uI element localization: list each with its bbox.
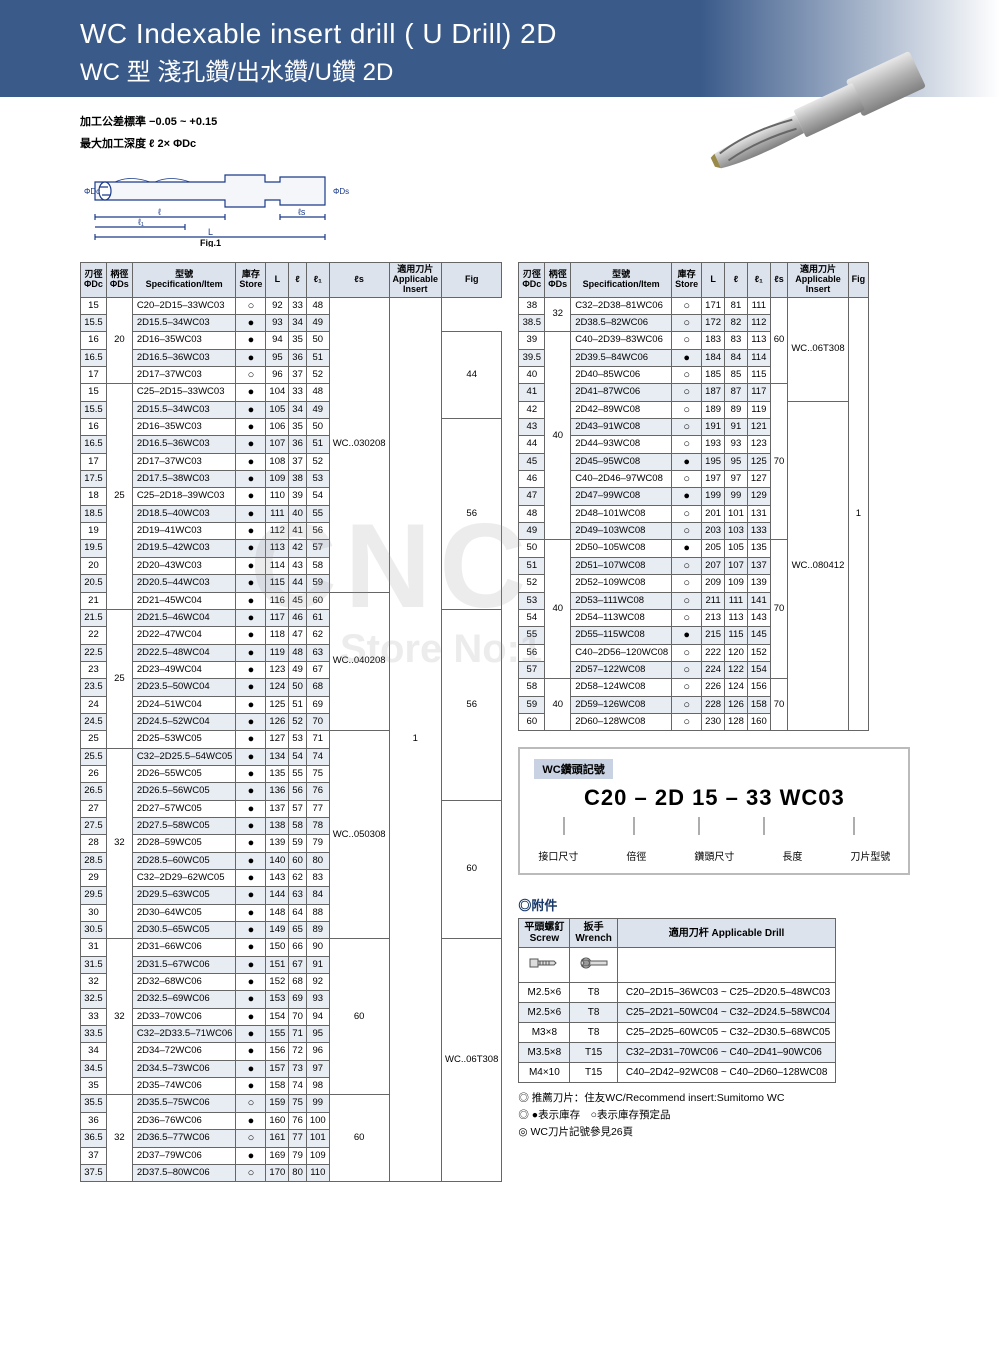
spec-table-2: 刃徑ΦDc柄徑ΦDs型號Specification/Item庫存StoreLℓℓ… bbox=[518, 262, 869, 731]
note-line: ◎ ●表示庫存 ○表示庫存預定品 bbox=[518, 1108, 910, 1124]
table-row: M2.5×6T8C20–2D15–36WC03 ~ C25–2D20.5–48W… bbox=[519, 983, 836, 1003]
spec-table-1: 刃徑ΦDc柄徑ΦDs型號Specification/Item庫存StoreLℓℓ… bbox=[80, 262, 502, 1182]
explain-title: WC鑽頭記號 bbox=[534, 759, 612, 779]
table-row: M3×8T8C25–2D25–60WC05 ~ C32–2D30.5–68WC0… bbox=[519, 1023, 836, 1043]
explain-label: 刀片型號 bbox=[850, 848, 890, 863]
col-header: ℓs bbox=[329, 263, 389, 298]
footer-notes: ◎ 推薦刀片：住友WC/Recommend insert:Sumitomo WC… bbox=[518, 1091, 910, 1140]
table-row: M4×10T15C40–2D42–92WC08 ~ C40–2D60–128WC… bbox=[519, 1063, 836, 1083]
col-header: ℓ₁ bbox=[747, 263, 770, 298]
col-header: 型號Specification/Item bbox=[132, 263, 236, 298]
table-row: 1520C20–2D15–33WC03923348WC..0302081 bbox=[81, 297, 502, 314]
col-header: L bbox=[266, 263, 289, 298]
code-explanation: WC鑽頭記號 C20 – 2D 15 – 33 WC03 接口尺寸 倍徑 鑽頭尺寸 長… bbox=[518, 747, 910, 875]
table-row: 3832C32–2D38–81WC061718111160WC..06T3081 bbox=[519, 297, 869, 314]
col-header: 平頭螺釘Screw bbox=[519, 919, 570, 948]
col-header: 適用刀杆 Applicable Drill bbox=[617, 919, 835, 948]
col-header: 扳手Wrench bbox=[570, 919, 618, 948]
content-area: CNC Store No:1 加工公差標準 −0.05 ~ +0.15 最大加工… bbox=[0, 97, 1000, 1212]
tolerance-line1: 加工公差標準 −0.05 ~ +0.15 bbox=[80, 113, 970, 129]
col-header: Fig bbox=[848, 263, 869, 298]
explain-label: 長度 bbox=[782, 848, 802, 863]
explain-code: C20 – 2D 15 – 33 WC03 bbox=[534, 785, 894, 811]
note-line: ◎ 推薦刀片：住友WC/Recommend insert:Sumitomo WC bbox=[518, 1091, 910, 1107]
wrench-icon bbox=[576, 951, 612, 975]
col-header: ℓs bbox=[770, 263, 788, 298]
svg-text:ℓ₁: ℓ₁ bbox=[138, 217, 144, 227]
col-header: L bbox=[702, 263, 725, 298]
explain-label: 鑽頭尺寸 bbox=[694, 848, 734, 863]
col-header: 型號Specification/Item bbox=[571, 263, 672, 298]
col-header: 刃徑ΦDc bbox=[81, 263, 107, 298]
col-header: Fig bbox=[442, 263, 502, 298]
col-header: 柄徑ΦDs bbox=[106, 263, 132, 298]
col-header: 庫存Store bbox=[672, 263, 702, 298]
svg-text:ℓs: ℓs bbox=[298, 207, 306, 217]
col-header: 適用刀片ApplicableInsert bbox=[788, 263, 848, 298]
table-row: 422D42–89WC0818989119WC..080412 bbox=[519, 401, 869, 418]
explain-label: 倍徑 bbox=[626, 848, 646, 863]
technical-diagram: ΦDc ΦDs ℓ ℓ₁ ℓs L Fig.1 bbox=[80, 157, 360, 247]
note-line: ◎ WC刀片記號參見26頁 bbox=[518, 1125, 910, 1141]
col-header: ℓ₁ bbox=[306, 263, 329, 298]
page-header: WC Indexable insert drill ( U Drill) 2D … bbox=[0, 0, 1000, 97]
col-header: ℓ bbox=[725, 263, 748, 298]
tolerance-line2: 最大加工深度 ℓ 2× ΦDc bbox=[80, 135, 970, 151]
col-header: ℓ bbox=[289, 263, 307, 298]
svg-text:ℓ: ℓ bbox=[158, 207, 162, 217]
explain-label: 接口尺寸 bbox=[538, 848, 578, 863]
svg-text:ΦDc: ΦDc bbox=[84, 187, 100, 196]
col-header: 庫存Store bbox=[236, 263, 266, 298]
table-row: M3.5×8T15C32–2D31–70WC06 ~ C40–2D41–90WC… bbox=[519, 1043, 836, 1063]
table-row: M2.5×6T8C25–2D21–50WC04 ~ C32–2D24.5–58W… bbox=[519, 1003, 836, 1023]
col-header: 刃徑ΦDc bbox=[519, 263, 545, 298]
svg-text:L: L bbox=[208, 227, 213, 237]
col-header: 適用刀片ApplicableInsert bbox=[389, 263, 442, 298]
accessories-title: ◎附件 bbox=[518, 895, 910, 914]
accessories-table: 平頭螺釘Screw扳手Wrench適用刀杆 Applicable Drill M2… bbox=[518, 918, 836, 1083]
accessories-section: ◎附件 平頭螺釘Screw扳手Wrench適用刀杆 Applicable Dri… bbox=[518, 895, 910, 1083]
screw-icon bbox=[526, 951, 562, 975]
svg-text:Fig.1: Fig.1 bbox=[200, 238, 221, 247]
col-header: 柄徑ΦDs bbox=[545, 263, 571, 298]
svg-text:ΦDs: ΦDs bbox=[333, 187, 349, 196]
